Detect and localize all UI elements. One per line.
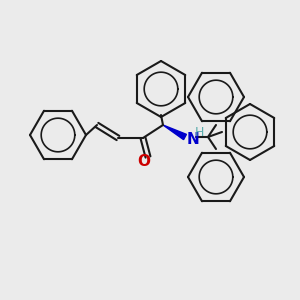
Polygon shape xyxy=(163,125,186,140)
Text: O: O xyxy=(137,154,151,169)
Text: H: H xyxy=(195,127,204,140)
Text: N: N xyxy=(187,131,200,146)
